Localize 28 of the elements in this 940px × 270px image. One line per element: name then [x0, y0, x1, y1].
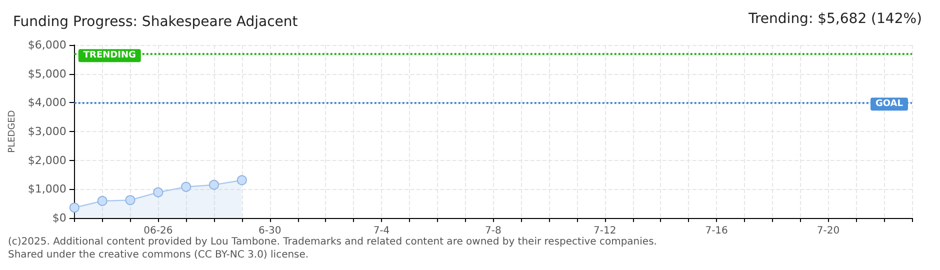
- ref-line-label: TRENDING: [83, 50, 136, 61]
- chart-subtitle: Trending: $5,682 (142%): [747, 11, 922, 27]
- text: (c)2025. Additional content provided by Lou Tambone. Trademarks and related content are owned by their respective companies.: [8, 236, 657, 248]
- y-tick-label: $6,000: [28, 38, 66, 52]
- y-tick-label: $0: [52, 212, 66, 224]
- x-tick-label: 06-26: [144, 226, 173, 236]
- point: [125, 195, 136, 206]
- y-tick-label: $4,000: [28, 96, 66, 110]
- x-tick-label: 7-20: [816, 226, 840, 236]
- point: [69, 202, 80, 213]
- point: [153, 187, 164, 198]
- ref-line-label: GOAL: [876, 99, 904, 110]
- text: Shared under the creative commons (CC BY-NC 3.0) license.: [8, 250, 309, 260]
- chart-title: Funding Progress: Shakespeare Adjacent: [13, 14, 298, 30]
- y-tick-label: $1,000: [28, 182, 66, 196]
- point: [236, 175, 247, 186]
- x-tick-label: 7-12: [594, 226, 616, 236]
- y-axis-title: PLEDGED: [8, 110, 18, 153]
- point: [209, 180, 219, 190]
- point: [181, 182, 192, 192]
- x-tick-label: 7-8: [485, 226, 502, 236]
- y-tick-label: $2,000: [28, 154, 66, 167]
- y-tick-label: $3,000: [28, 125, 66, 138]
- x-tick-label: 7-4: [373, 226, 390, 236]
- point: [97, 196, 108, 206]
- y-tick-label: $5,000: [28, 67, 66, 80]
- x-tick-label: 6-30: [258, 226, 282, 236]
- x-tick-label: 7-16: [705, 226, 728, 236]
